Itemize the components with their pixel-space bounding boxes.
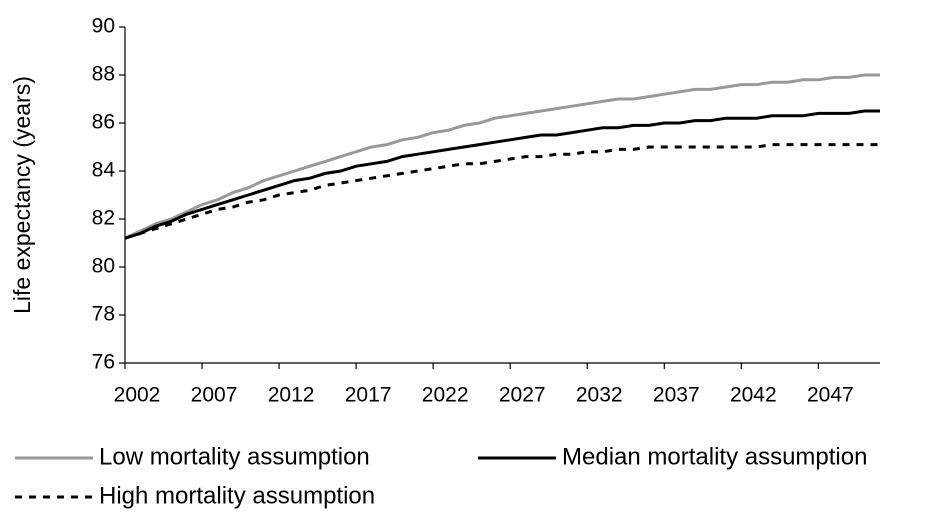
legend-label: High mortality assumption [99,482,375,509]
series-line [124,109,880,240]
legend-label: Median mortality assumption [562,443,867,470]
y-tick-label: 78 [92,303,115,326]
y-tick-label: 80 [92,255,115,278]
legend-label: Low mortality assumption [99,443,370,470]
x-tick-label: 2012 [268,384,315,407]
y-tick-label: 82 [92,207,115,230]
x-tick-label: 2017 [345,384,392,407]
y-tick-label: 84 [92,159,116,182]
x-tick-label: 2032 [576,384,623,407]
x-tick-label: 2027 [499,384,546,407]
y-tick-label: 88 [92,63,115,86]
x-tick-label: 2047 [807,384,854,407]
x-tick-label: 2007 [191,384,238,407]
series-line [124,143,880,240]
y-tick-label: 90 [92,15,115,38]
y-axis-label: Life expectancy (years) [9,76,35,314]
x-tick-label: 2042 [730,384,777,407]
y-tick-label: 86 [92,111,115,134]
series-line [124,73,880,240]
x-tick-label: 2002 [114,384,161,407]
x-tick-label: 2037 [653,384,700,407]
x-tick-label: 2022 [422,384,469,407]
y-tick-label: 76 [92,351,115,374]
